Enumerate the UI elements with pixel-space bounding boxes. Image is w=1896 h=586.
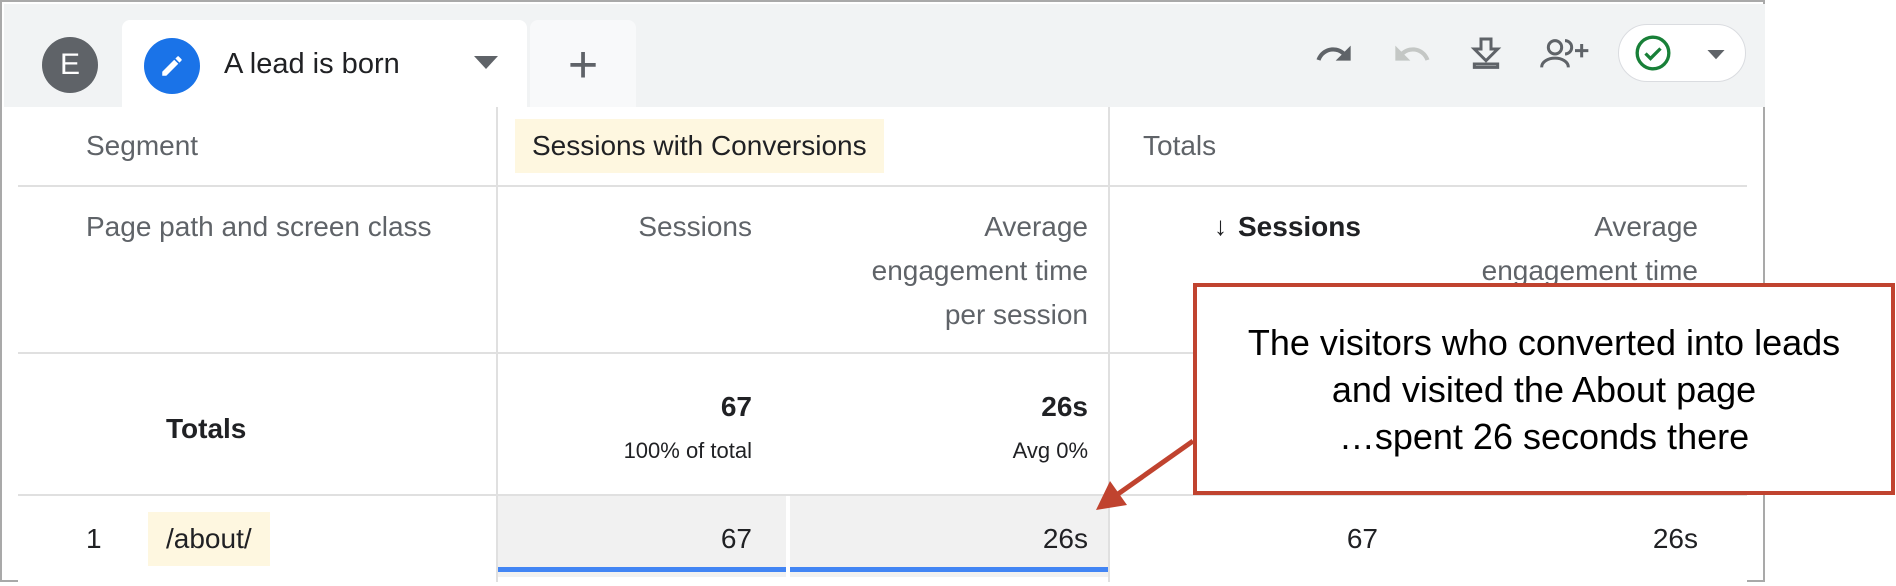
conv-avg-line2: engagement time [871, 255, 1088, 286]
totals-row-label: Totals [166, 413, 247, 444]
conv-sessions-header[interactable]: Sessions [638, 211, 752, 242]
conv-sessions-cell [498, 496, 786, 577]
conv-avg-bar [790, 567, 1108, 572]
pencil-icon [144, 38, 200, 94]
segment-sessions-with-conversions[interactable]: Sessions with Conversions [515, 119, 884, 173]
totals-conv-sessions: 67 [720, 391, 752, 422]
row-index: 1 [86, 523, 102, 554]
row-conv-sessions: 67 [720, 523, 752, 554]
dimension-header: Page path and screen class [86, 211, 432, 242]
user-avatar[interactable]: E [42, 37, 98, 93]
tab-segment-comparison[interactable]: A lead is born [122, 20, 527, 109]
download-icon[interactable] [1466, 34, 1506, 79]
chevron-down-icon [1707, 47, 1725, 65]
segment-totals[interactable]: Totals [1143, 130, 1217, 161]
conv-sessions-bar [498, 567, 786, 572]
annotation-text: The visitors who converted into leads an… [1247, 321, 1841, 457]
conv-avg-line1: Average [984, 211, 1088, 242]
tot-avg-line2: engagement time [1481, 255, 1698, 286]
conv-avg-line3: per session [944, 299, 1088, 330]
segment-header: Segment [86, 130, 199, 161]
add-tab-button[interactable]: + [530, 20, 636, 109]
undo-icon[interactable] [1314, 34, 1354, 79]
conv-avg-cell [790, 496, 1108, 577]
share-users-icon[interactable] [1539, 34, 1591, 79]
check-circle-icon [1633, 33, 1673, 78]
row-page-path[interactable]: /about/ [148, 512, 270, 566]
tab-label: A lead is born [224, 48, 400, 80]
totals-conv-avg: 26s [1041, 391, 1088, 422]
row-tot-avg: 26s [1652, 523, 1698, 554]
avatar-letter: E [59, 48, 80, 81]
tot-avg-line1: Average [1594, 211, 1698, 242]
chevron-down-icon[interactable] [474, 56, 498, 75]
plus-icon: + [567, 35, 599, 94]
saved-status-menu[interactable] [1618, 24, 1746, 82]
tot-sessions-label: Sessions [1238, 211, 1361, 242]
sort-descending-icon: ↓ [1214, 211, 1227, 241]
row-conv-avg: 26s [1042, 523, 1088, 554]
row-tot-sessions: 67 [1346, 523, 1378, 554]
annotation-callout: The visitors who converted into leads an… [1193, 283, 1895, 495]
tab-strip: E A lead is born + [4, 4, 1765, 109]
redo-icon[interactable] [1392, 34, 1432, 79]
totals-conv-sessions-sub: 100% of total [623, 438, 752, 463]
totals-conv-avg-sub: Avg 0% [1012, 438, 1088, 463]
